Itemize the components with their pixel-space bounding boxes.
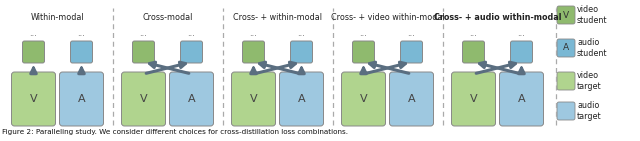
Text: A: A [518,94,525,104]
Text: A: A [408,94,415,104]
FancyBboxPatch shape [557,72,575,90]
Text: V: V [470,94,477,104]
Text: video
student: video student [577,5,607,25]
Text: Cross- + within-modal: Cross- + within-modal [233,13,322,22]
FancyBboxPatch shape [122,72,166,126]
FancyBboxPatch shape [70,41,93,63]
Text: ...: ... [470,29,477,38]
Text: ...: ... [29,29,37,38]
FancyBboxPatch shape [12,72,56,126]
Text: ...: ... [408,29,415,38]
FancyBboxPatch shape [280,72,323,126]
FancyBboxPatch shape [463,41,484,63]
Text: V: V [29,94,37,104]
Text: Figure 2: Paralleling study. We consider different choices for cross-distillatio: Figure 2: Paralleling study. We consider… [2,129,348,135]
FancyBboxPatch shape [22,41,45,63]
Text: video
target: video target [577,71,602,91]
Text: ...: ... [188,29,195,38]
FancyBboxPatch shape [132,41,154,63]
FancyBboxPatch shape [511,41,532,63]
Text: ...: ... [250,29,257,38]
Text: V: V [140,94,147,104]
FancyBboxPatch shape [401,41,422,63]
Text: A: A [77,94,85,104]
Text: V: V [563,10,569,19]
Text: V: V [250,94,257,104]
FancyBboxPatch shape [342,72,385,126]
Text: audio
student: audio student [577,38,607,58]
Text: Cross- + audio within-modal: Cross- + audio within-modal [434,13,561,22]
FancyBboxPatch shape [291,41,312,63]
Text: ...: ... [140,29,147,38]
FancyBboxPatch shape [232,72,275,126]
Text: Cross- + video within-modal: Cross- + video within-modal [331,13,444,22]
FancyBboxPatch shape [353,41,374,63]
Text: A: A [188,94,195,104]
FancyBboxPatch shape [499,72,543,126]
Text: audio
target: audio target [577,101,602,121]
FancyBboxPatch shape [243,41,264,63]
FancyBboxPatch shape [557,6,575,24]
Text: A: A [563,44,569,52]
FancyBboxPatch shape [390,72,433,126]
FancyBboxPatch shape [451,72,495,126]
Text: Cross-modal: Cross-modal [142,13,193,22]
Text: A: A [298,94,305,104]
FancyBboxPatch shape [557,39,575,57]
Text: V: V [360,94,367,104]
FancyBboxPatch shape [60,72,104,126]
Text: ...: ... [77,29,85,38]
Text: ...: ... [518,29,525,38]
Text: Within-modal: Within-modal [31,13,84,22]
FancyBboxPatch shape [557,102,575,120]
FancyBboxPatch shape [180,41,202,63]
Text: ...: ... [360,29,367,38]
FancyBboxPatch shape [170,72,214,126]
Text: ...: ... [298,29,305,38]
